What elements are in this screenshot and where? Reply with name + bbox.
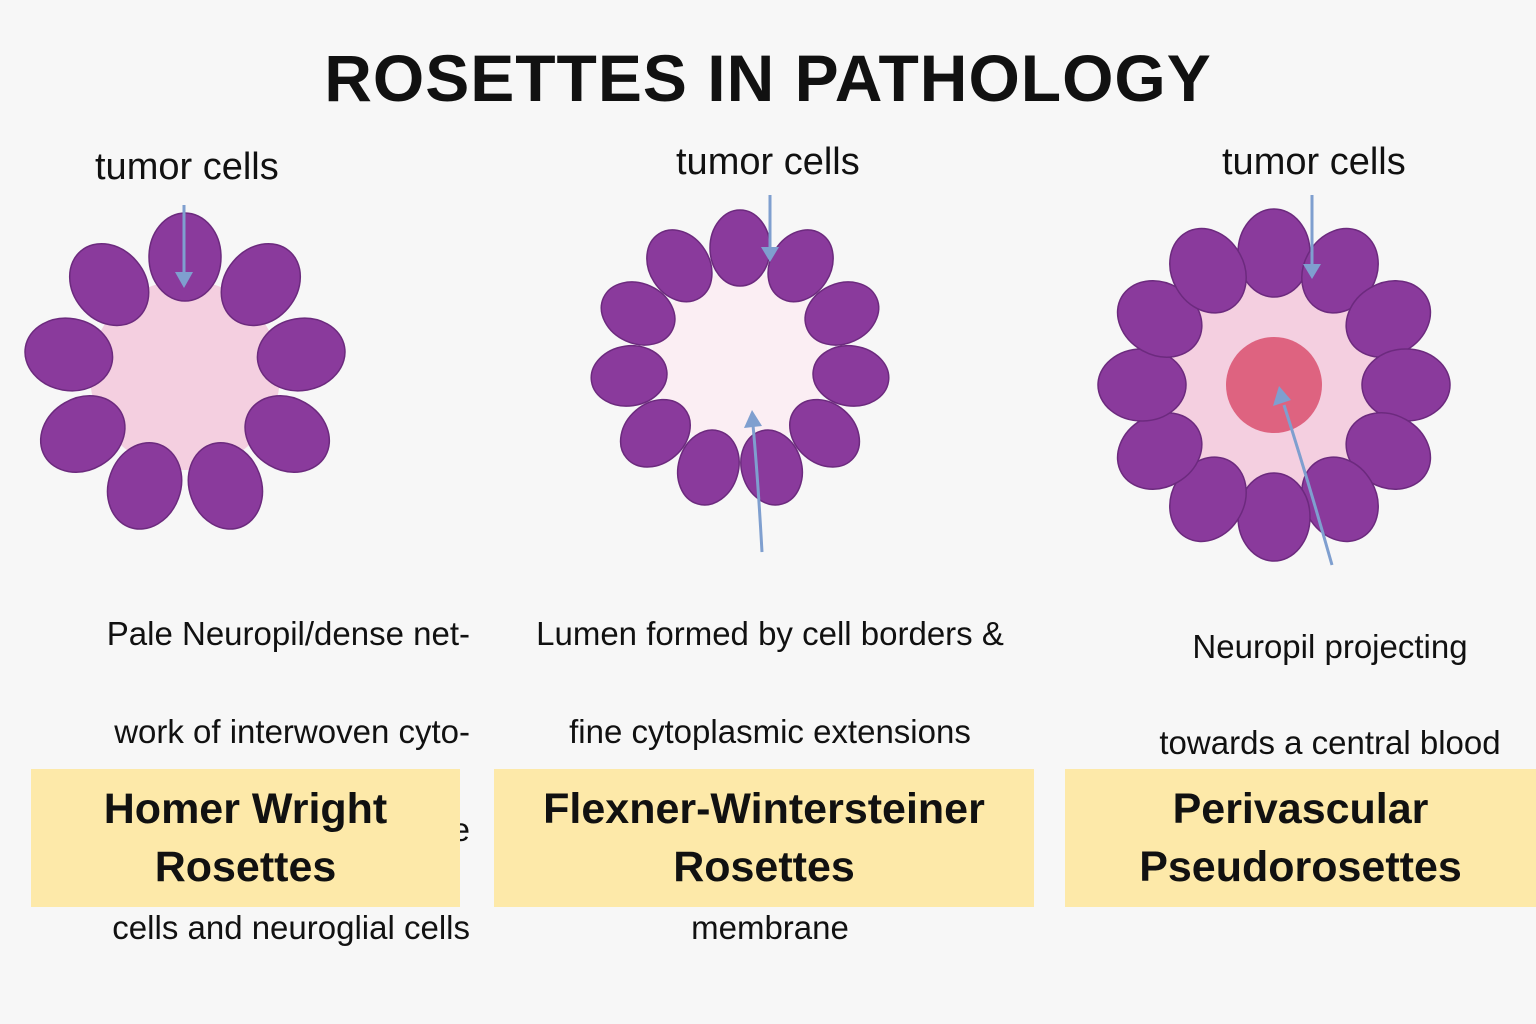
tumor-cell: [256, 317, 346, 392]
tumor-cell: [1237, 472, 1311, 562]
rosette-name: Flexner-Wintersteiner: [543, 785, 985, 833]
panel-perivascular: tumor cells Neuropil projecting towards …: [1060, 0, 1536, 1024]
central-blood-vessel: [1226, 337, 1322, 433]
description-line: fine cytoplasmic extensions: [569, 713, 971, 750]
neuropil-center: [90, 280, 280, 470]
description-line: work of interwoven cyto-: [114, 713, 470, 750]
lumen-pointer-arrow: [751, 424, 764, 553]
tumor-cell: [68, 242, 150, 327]
tumor-cell: [619, 398, 691, 468]
tumor-cell: [789, 398, 861, 468]
tumor-cell: [244, 395, 331, 473]
tumor-cell: [24, 317, 114, 392]
tumor-cell: [220, 242, 302, 327]
tumor-cell: [676, 429, 740, 506]
panel-flexner-wintersteiner: tumor cells Lumen formed by cell borders…: [490, 0, 1040, 1024]
description-line: cells and neuroglial cells: [112, 909, 470, 946]
tumor-cell: [1361, 348, 1451, 422]
tumor-cell: [106, 442, 183, 530]
arrow-head: [1303, 264, 1321, 279]
tumor-cell: [1097, 348, 1187, 422]
tumor-cell: [1237, 208, 1311, 298]
arrow-head: [1273, 386, 1291, 406]
description-line: Pale Neuropil/dense net-: [106, 615, 470, 652]
description-line: Neuropil projecting: [1192, 628, 1468, 665]
tumor-cell: [600, 281, 676, 346]
lumen-center: [652, 272, 828, 448]
flexner-wintersteiner-name-box: Flexner-Wintersteiner Rosettes: [494, 769, 1034, 907]
perivascular-name-box: Perivascular Pseudorosettes: [1065, 769, 1536, 907]
rosette-name: Pseudorosettes: [1139, 843, 1462, 891]
page-title: ROSETTES IN PATHOLOGY: [324, 41, 1212, 115]
tumor-cell: [709, 209, 771, 287]
tumor-cell: [812, 344, 890, 407]
arrow-head: [744, 410, 762, 428]
tumor-cells-label: tumor cells: [676, 141, 860, 183]
rosette-name: Rosettes: [154, 843, 337, 891]
tumor-cell: [590, 344, 668, 407]
description-line: Lumen formed by cell borders &: [536, 615, 1004, 652]
description-line: towards a central blood: [1159, 724, 1501, 761]
tumor-cells-label: tumor cells: [95, 146, 279, 188]
description-line: membrane: [691, 909, 849, 946]
flexner-wintersteiner-rosette-diagram: [590, 195, 890, 553]
perivascular-rosette-diagram: [1097, 195, 1451, 566]
homer-wright-name-box: Homer Wright Rosettes: [31, 769, 460, 907]
tumor-cell: [187, 442, 264, 530]
tumor-cell: [39, 395, 126, 473]
tumor-cells-label: tumor cells: [1222, 141, 1406, 183]
perivascular-description: Neuropil projecting towards a central bl…: [1120, 575, 1536, 911]
rosette-name: Rosettes: [673, 843, 855, 891]
rosette-name: Perivascular: [1172, 785, 1429, 833]
tumor-cell: [804, 281, 880, 346]
homer-wright-rosette-diagram: [24, 205, 346, 530]
arrow-head: [761, 247, 779, 262]
tumor-cell: [1169, 227, 1247, 314]
vessel-pointer-arrow: [1282, 404, 1334, 566]
rosette-name: Homer Wright: [103, 785, 388, 833]
arrow-head: [175, 272, 193, 288]
tumor-cell: [646, 229, 713, 303]
panel-homer-wright: tumor cells Pale Neuropil/dense net- wor…: [0, 0, 480, 1024]
